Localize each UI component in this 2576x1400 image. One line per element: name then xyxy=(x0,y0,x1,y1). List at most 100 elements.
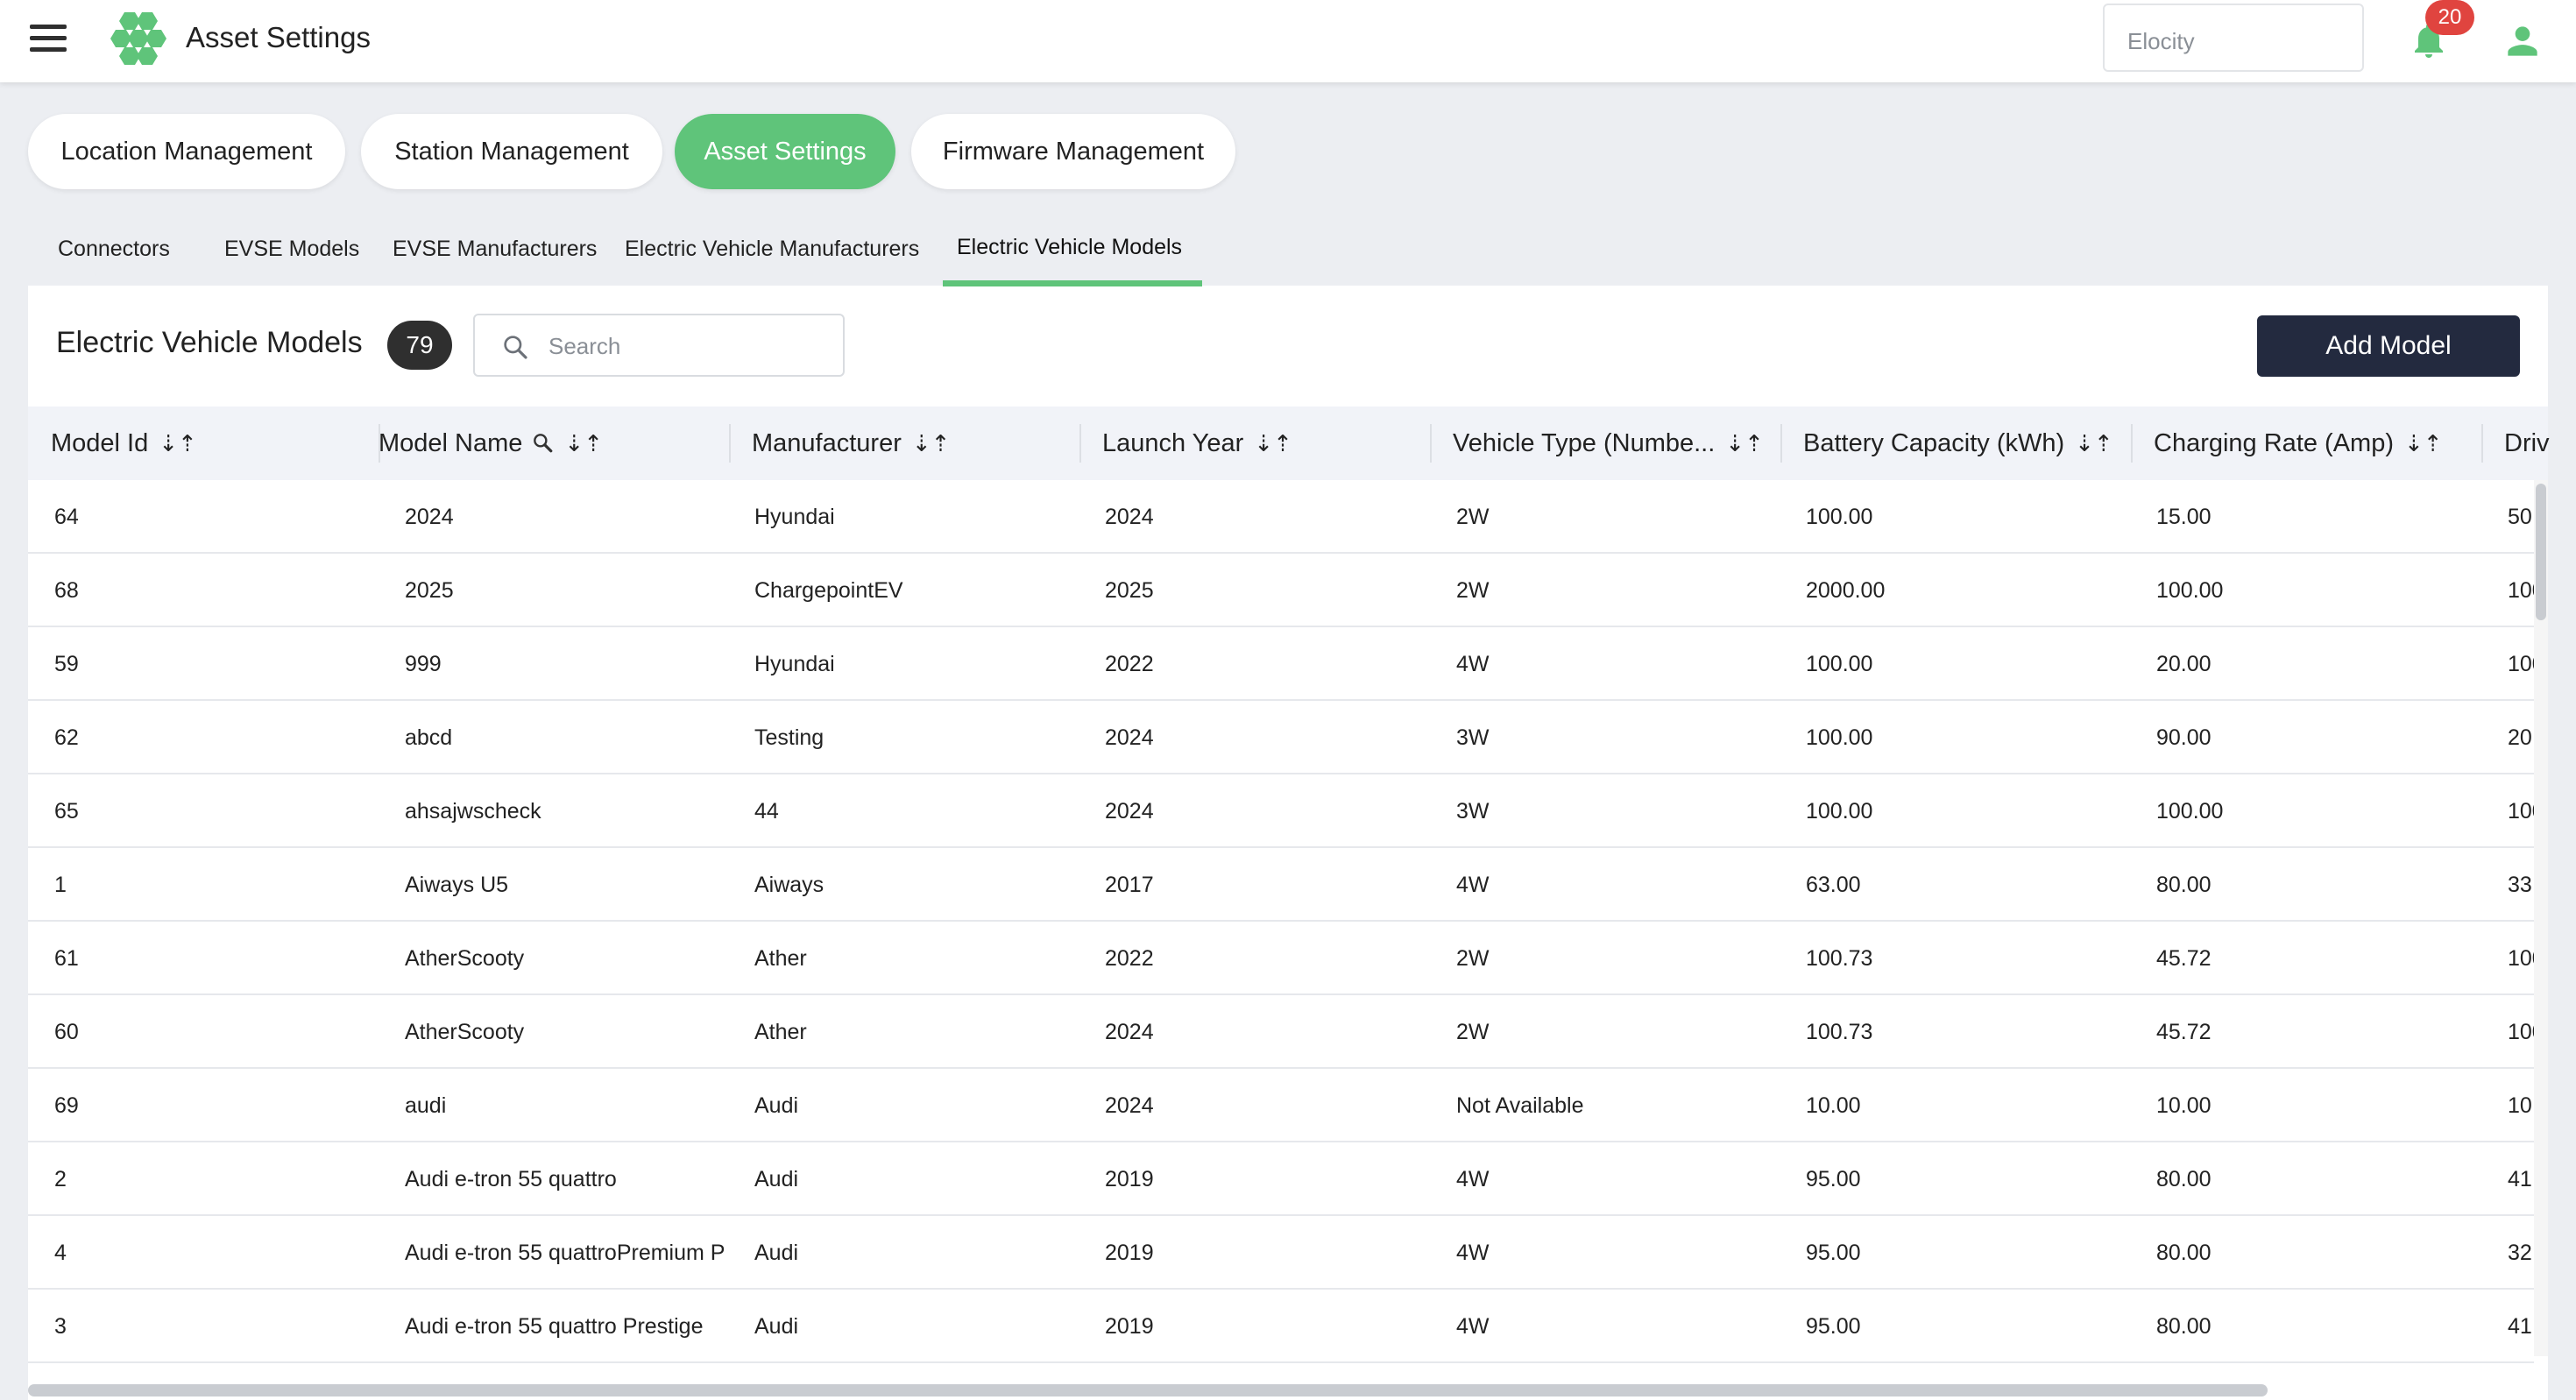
subtab-ev-models[interactable]: Electric Vehicle Models xyxy=(957,235,1183,259)
table-row[interactable] xyxy=(28,554,2534,627)
column-header-label: Vehicle Type (Numbe... xyxy=(1453,429,1716,457)
tab-firmware-management[interactable]: Firmware Management xyxy=(911,114,1235,189)
table-row[interactable] xyxy=(28,701,2534,774)
table-cell: 3 xyxy=(54,1314,67,1339)
app-title: Asset Settings xyxy=(186,21,371,53)
column-header[interactable]: Vehicle Type (Numbe... ⇣⇡ xyxy=(1453,407,1786,480)
sort-icon[interactable]: ⇣⇡ xyxy=(564,430,603,456)
table-cell: Aiways U5 xyxy=(405,873,509,897)
column-divider[interactable] xyxy=(1430,424,1432,463)
table-cell: 3W xyxy=(1456,725,1490,750)
table-row[interactable] xyxy=(28,1142,2534,1216)
table-cell: AtherScooty xyxy=(405,1020,525,1044)
column-divider[interactable] xyxy=(1079,424,1081,463)
table-cell: Testing xyxy=(754,725,824,750)
search-box[interactable] xyxy=(473,314,845,377)
table-cell: 68 xyxy=(54,578,79,603)
add-model-button[interactable]: Add Model xyxy=(2257,315,2520,377)
table-cell: 100 xyxy=(2508,578,2534,603)
table-cell: 100.00 xyxy=(1806,725,1873,750)
top-bar xyxy=(0,0,2576,82)
table-cell: 33 xyxy=(2508,873,2532,897)
column-divider[interactable] xyxy=(2481,424,2483,463)
column-divider[interactable] xyxy=(1780,424,1782,463)
table-cell: 2025 xyxy=(1105,578,1154,603)
table-cell: 2024 xyxy=(1105,1020,1154,1044)
table-cell: 100.00 xyxy=(2156,578,2224,603)
table-row[interactable] xyxy=(28,480,2534,554)
table-cell: 100.00 xyxy=(1806,505,1873,529)
vertical-scrollbar-thumb[interactable] xyxy=(2536,484,2546,620)
column-divider[interactable] xyxy=(2131,424,2133,463)
table-cell: 20.00 xyxy=(2156,652,2212,676)
table-cell: 20 xyxy=(2508,725,2532,750)
table-cell: 61 xyxy=(54,946,79,971)
table-cell: 100.00 xyxy=(2156,799,2224,824)
sort-icon[interactable]: ⇣⇡ xyxy=(2404,430,2443,456)
column-header[interactable]: Model Id ⇣⇡ xyxy=(51,407,366,480)
search-input[interactable] xyxy=(547,328,831,364)
table-cell: 50 xyxy=(2508,505,2532,529)
tab-station-management[interactable]: Station Management xyxy=(361,114,662,189)
table-row[interactable] xyxy=(28,774,2534,848)
subtab-evse-models[interactable]: EVSE Models xyxy=(224,237,360,261)
column-header[interactable]: Charging Rate (Amp) ⇣⇡ xyxy=(2154,407,2487,480)
horizontal-scrollbar-thumb[interactable] xyxy=(28,1384,2268,1396)
column-divider[interactable] xyxy=(379,424,380,463)
table-cell: 2017 xyxy=(1105,873,1154,897)
table-cell: 95.00 xyxy=(1806,1241,1861,1265)
column-header[interactable]: Driv xyxy=(2504,407,2557,480)
sort-icon[interactable]: ⇣⇡ xyxy=(911,430,951,456)
table-cell: 41 xyxy=(2508,1167,2532,1191)
table-cell: 64 xyxy=(54,505,79,529)
table-cell: 69 xyxy=(54,1093,79,1118)
tab-location-management[interactable]: Location Management xyxy=(28,114,345,189)
column-search-icon[interactable] xyxy=(531,429,554,457)
column-header-label: Battery Capacity (kWh) xyxy=(1803,429,2065,457)
tab-asset-settings[interactable]: Asset Settings xyxy=(675,114,895,189)
user-icon[interactable] xyxy=(2501,19,2544,63)
table-cell: 4 xyxy=(54,1241,67,1265)
column-header[interactable]: Launch Year ⇣⇡ xyxy=(1102,407,1435,480)
subtab-ev-manufacturers[interactable]: Electric Vehicle Manufacturers xyxy=(625,237,920,261)
column-divider[interactable] xyxy=(729,424,731,463)
table-cell: Audi xyxy=(754,1241,799,1265)
subtab-evse-manufacturers[interactable]: EVSE Manufacturers xyxy=(393,237,598,261)
table-cell: 2025 xyxy=(405,578,454,603)
table-cell: Ather xyxy=(754,1020,807,1044)
column-header[interactable]: Manufacturer ⇣⇡ xyxy=(752,407,1085,480)
table-cell: 15.00 xyxy=(2156,505,2212,529)
table-cell: 100.73 xyxy=(1806,946,1873,971)
table-cell: 90.00 xyxy=(2156,725,2212,750)
vertical-scrollbar[interactable] xyxy=(2534,480,2548,1356)
search-icon xyxy=(504,336,527,359)
sort-icon[interactable]: ⇣⇡ xyxy=(1254,430,1292,456)
table-row[interactable] xyxy=(28,995,2534,1069)
column-header[interactable]: Battery Capacity (kWh) ⇣⇡ xyxy=(1803,407,2136,480)
table-cell: 59 xyxy=(54,652,79,676)
table-cell: 2024 xyxy=(405,505,454,529)
table-row[interactable] xyxy=(28,848,2534,922)
table-cell: 2019 xyxy=(1105,1314,1154,1339)
subtab-connectors[interactable]: Connectors xyxy=(58,237,170,261)
table-cell: 32 xyxy=(2508,1241,2532,1265)
menu-icon[interactable] xyxy=(30,25,67,56)
sort-icon[interactable]: ⇣⇡ xyxy=(2075,430,2113,456)
table-row[interactable] xyxy=(28,627,2534,701)
table-cell: 41 xyxy=(2508,1314,2532,1339)
table-row[interactable] xyxy=(28,1216,2534,1290)
sort-icon[interactable]: ⇣⇡ xyxy=(1725,430,1764,456)
notification-badge: 20 xyxy=(2425,0,2474,35)
table-cell: Hyundai xyxy=(754,505,835,529)
column-header-label: Launch Year xyxy=(1102,429,1244,457)
org-selector[interactable]: Elocity xyxy=(2103,4,2364,72)
table-row[interactable] xyxy=(28,1069,2534,1142)
table-cell: ahsajwscheck xyxy=(405,799,541,824)
table-cell: 100 xyxy=(2508,652,2534,676)
table-cell: 62 xyxy=(54,725,79,750)
column-header[interactable]: Model Name ⇣⇡ xyxy=(379,407,729,480)
table-row[interactable] xyxy=(28,922,2534,995)
table-row[interactable] xyxy=(28,1290,2534,1363)
table-cell: 2019 xyxy=(1105,1167,1154,1191)
sort-icon[interactable]: ⇣⇡ xyxy=(159,430,197,456)
